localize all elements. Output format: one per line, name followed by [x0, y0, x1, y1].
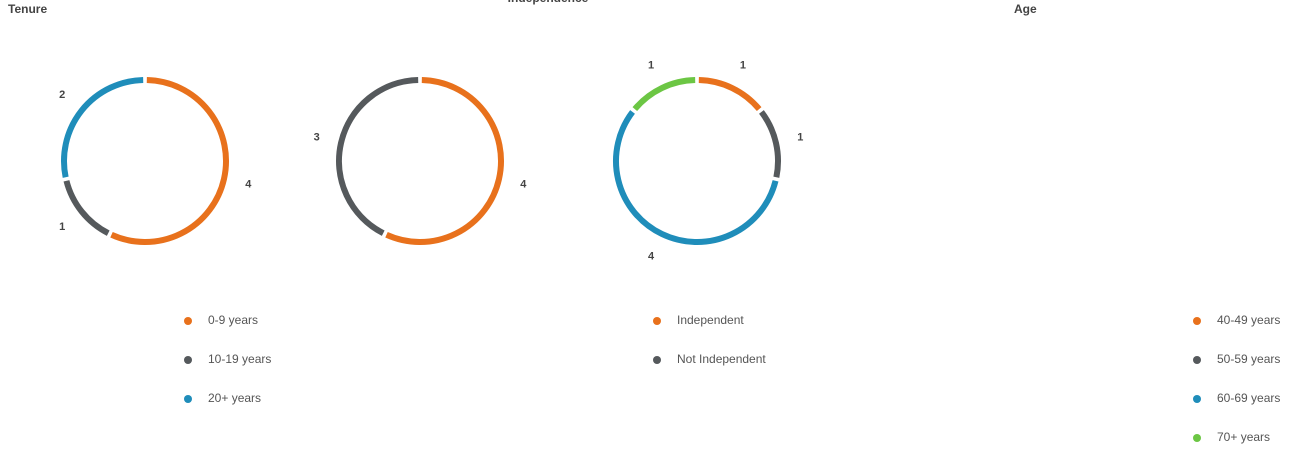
chart-title: Independence	[508, 0, 589, 5]
value-label: 4	[520, 178, 527, 190]
legend-label: Not Independent	[677, 352, 766, 366]
value-label: 1	[59, 221, 65, 233]
chart-title: Age	[1014, 2, 1037, 16]
legend-label: 20+ years	[208, 391, 261, 405]
legend-marker	[184, 317, 192, 325]
chart-title: Tenure	[8, 2, 47, 16]
donut-segment	[385, 77, 504, 245]
legend-marker	[1193, 317, 1201, 325]
value-label: 1	[740, 59, 746, 71]
value-label: 3	[314, 131, 320, 143]
value-label: 1	[797, 131, 803, 143]
legend-label: 10-19 years	[208, 352, 271, 366]
value-label: 2	[59, 89, 65, 101]
legend-marker	[1193, 395, 1201, 403]
donut-segment	[110, 77, 229, 245]
donut-segment	[336, 77, 419, 236]
donut-segment	[759, 110, 781, 178]
legend-label: 0-9 years	[208, 313, 258, 327]
legend-label: 70+ years	[1217, 430, 1270, 444]
legend-label: 50-59 years	[1217, 352, 1280, 366]
legend-marker	[184, 395, 192, 403]
legend-marker	[184, 356, 192, 364]
donut-segment	[613, 110, 779, 245]
legend-marker	[1193, 356, 1201, 364]
legend-label: Independent	[677, 313, 744, 327]
value-label: 4	[648, 250, 655, 262]
legend-label: 40-49 years	[1217, 313, 1280, 327]
legend-marker	[1193, 434, 1201, 442]
value-label: 4	[245, 178, 252, 190]
donut-segment	[61, 77, 144, 178]
value-label: 1	[648, 59, 654, 71]
donut-segment	[698, 77, 762, 112]
donut-segment	[63, 180, 110, 236]
legend-marker	[653, 317, 661, 325]
legend-marker	[653, 356, 661, 364]
legend-label: 60-69 years	[1217, 391, 1280, 405]
donut-segment	[632, 77, 696, 112]
